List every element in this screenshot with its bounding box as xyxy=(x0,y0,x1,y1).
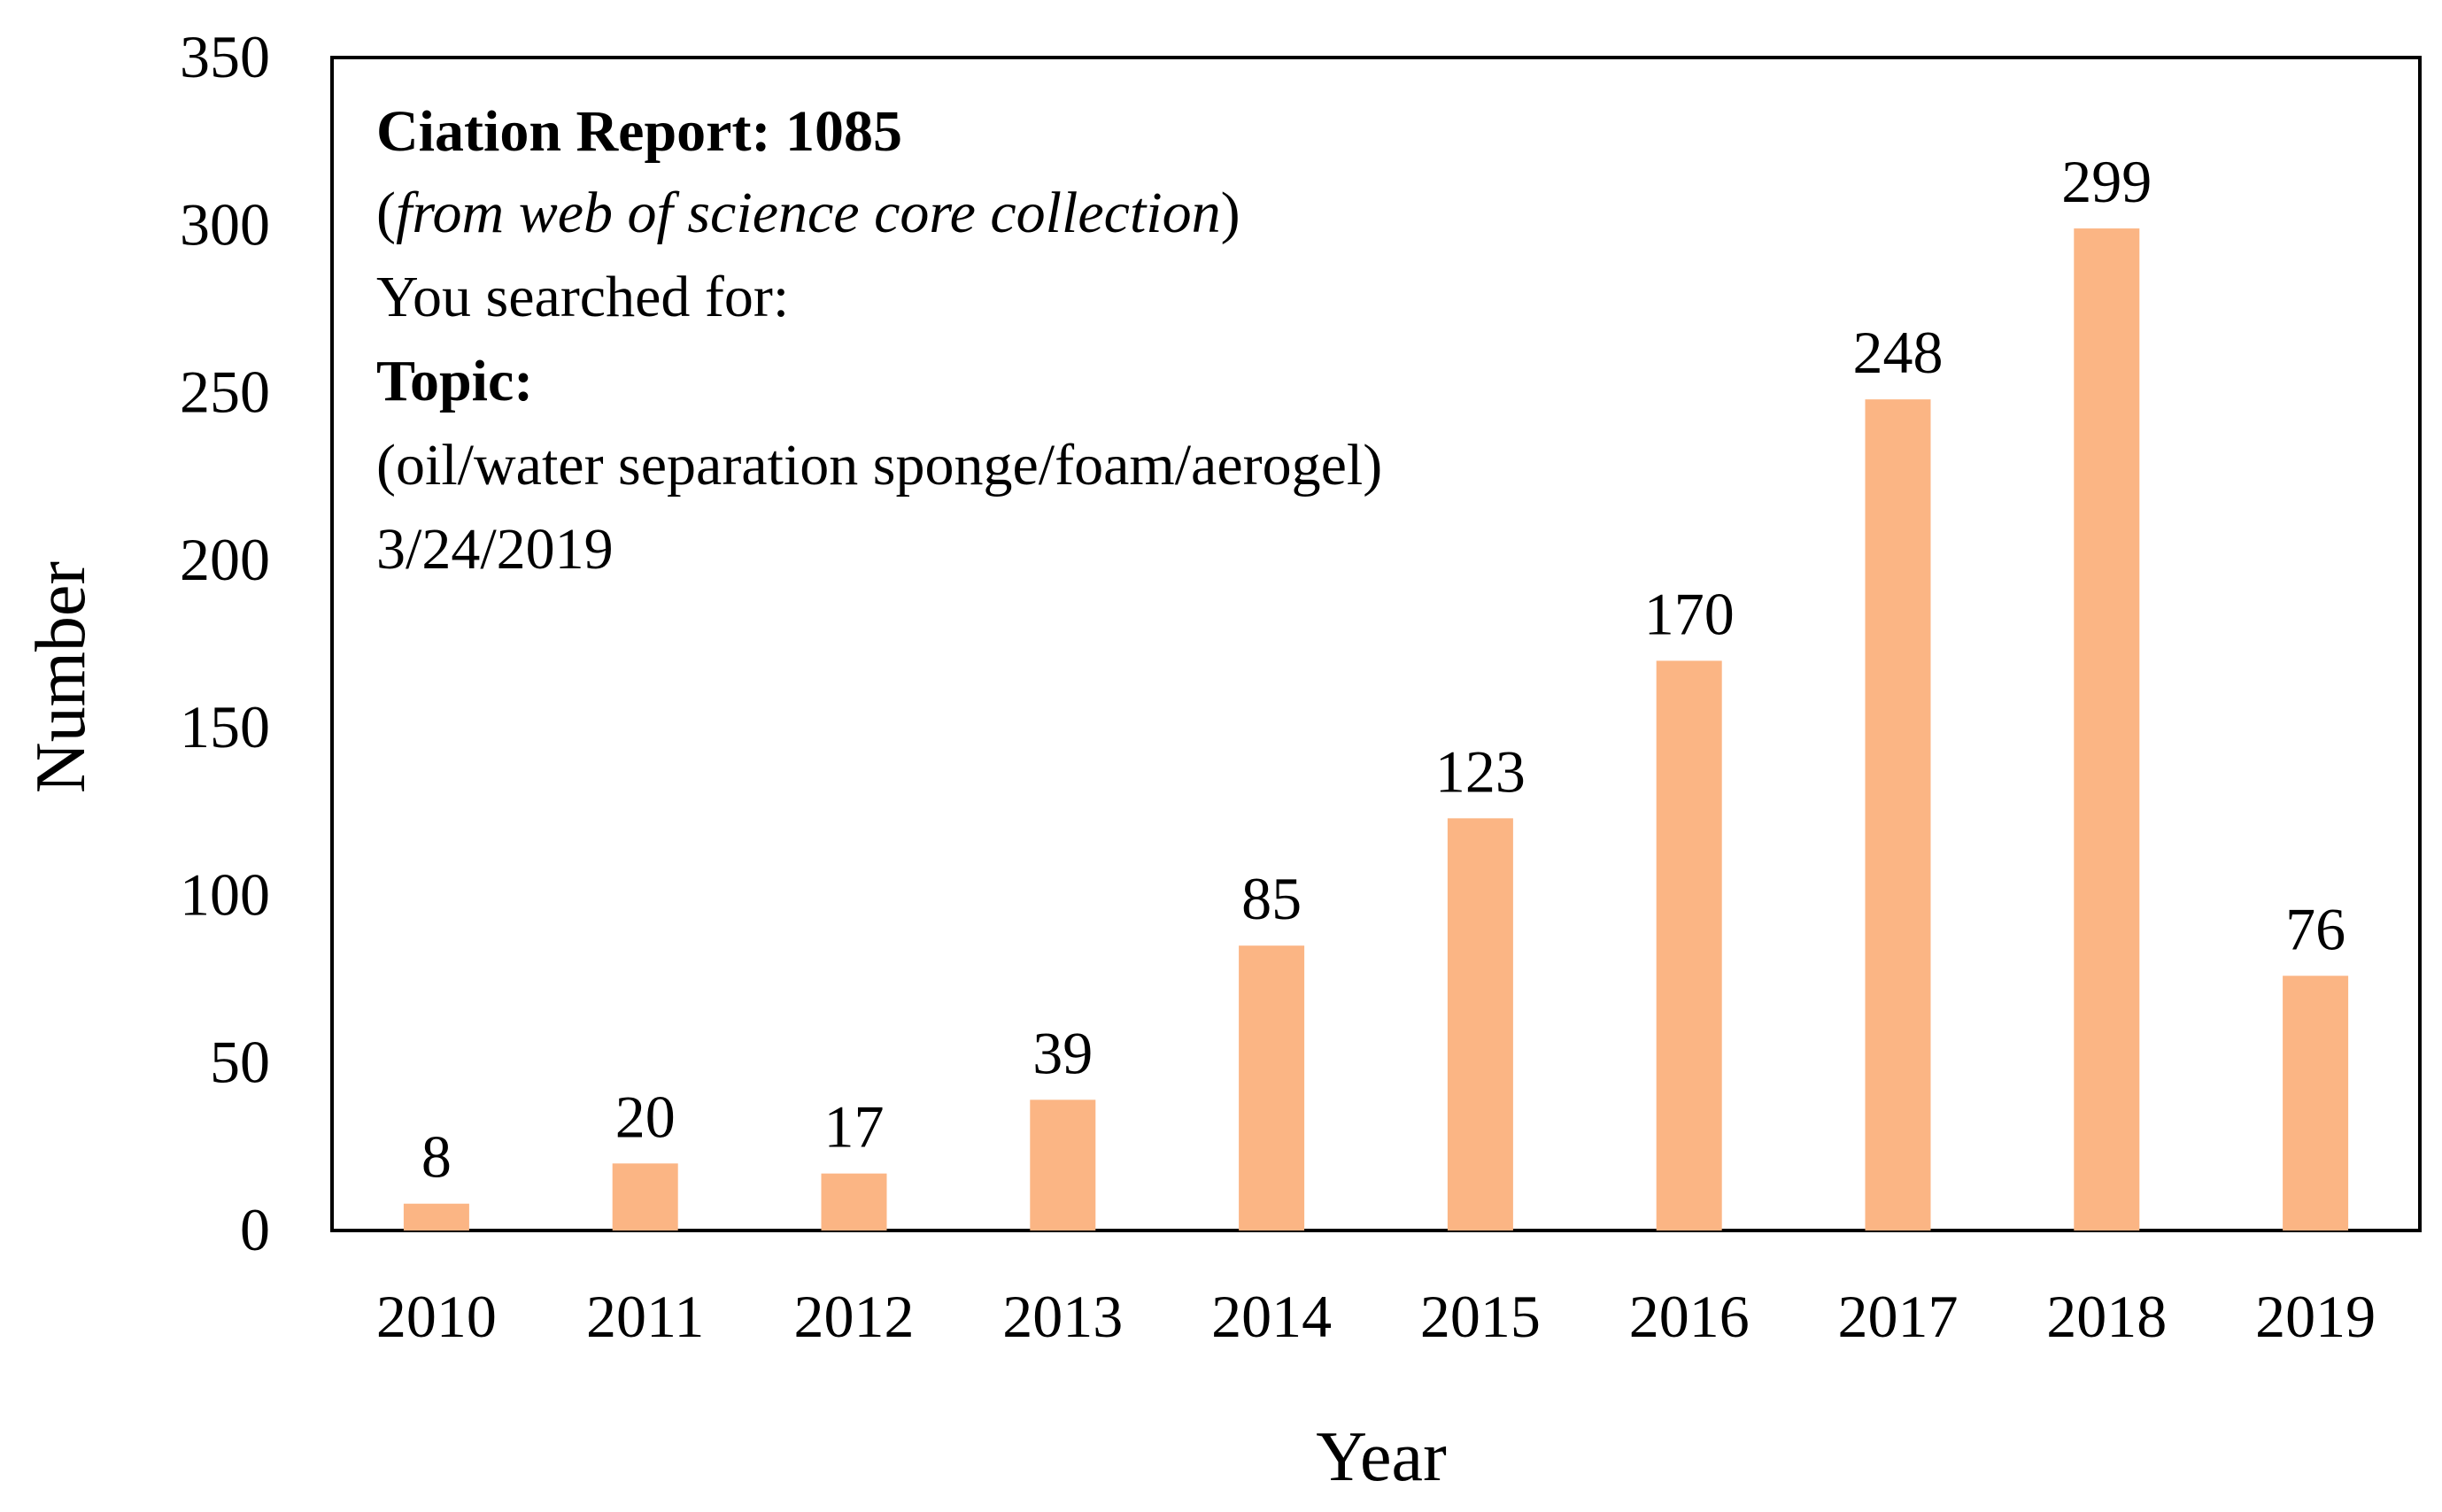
bar-2010 xyxy=(403,1203,469,1230)
x-tick-label-2015: 2015 xyxy=(1420,1283,1541,1350)
bar-value-label-2018: 299 xyxy=(2061,148,2152,215)
bar-series xyxy=(403,228,2349,1231)
bar-2017 xyxy=(1865,399,1931,1231)
bar-value-labels: 8 20 17 39 85 123 170 248 299 76 xyxy=(421,148,2345,1191)
bar-2013 xyxy=(1030,1099,1096,1230)
y-axis-title: Number xyxy=(22,561,100,793)
x-tick-label-2018: 2018 xyxy=(2046,1283,2167,1350)
annotation-searched-for: You searched for: xyxy=(376,265,789,329)
annotation-title-value: 1085 xyxy=(785,99,902,164)
x-axis-ticks: 2010 2011 2012 2013 2014 2015 2016 2017 2018 2019 xyxy=(376,1283,2376,1350)
x-tick-label-2016: 2016 xyxy=(1629,1283,1750,1350)
bar-value-label-2013: 39 xyxy=(1032,1019,1093,1086)
x-tick-label-2011: 2011 xyxy=(586,1283,704,1350)
bar-2014 xyxy=(1239,945,1305,1230)
y-tick-label: 150 xyxy=(180,693,270,760)
annotation-topic-value: (oil/water separation sponge/foam/aeroge… xyxy=(376,433,1382,498)
y-tick-label: 100 xyxy=(180,860,270,928)
x-tick-label-2017: 2017 xyxy=(1838,1283,1959,1350)
y-tick-label: 50 xyxy=(210,1029,270,1096)
bar-value-label-2014: 85 xyxy=(1241,865,1302,932)
annotation-topic-label: Topic: xyxy=(376,349,533,413)
bar-2011 xyxy=(612,1163,678,1230)
bar-value-label-2015: 123 xyxy=(1435,737,1526,805)
annotation-title: Ciation Report: 1085 xyxy=(376,99,902,164)
bar-2012 xyxy=(821,1173,887,1230)
y-tick-label: 250 xyxy=(180,359,270,426)
x-tick-label-2019: 2019 xyxy=(2255,1283,2376,1350)
annotation-source-text: from web of science core collection xyxy=(396,181,1221,245)
y-tick-label: 0 xyxy=(240,1196,270,1263)
x-axis-title: Year xyxy=(1316,1418,1446,1496)
y-tick-label: 300 xyxy=(180,190,270,258)
bar-2016 xyxy=(1656,660,1722,1230)
bar-2019 xyxy=(2283,976,2349,1230)
y-tick-label: 350 xyxy=(180,23,270,90)
bar-value-label-2012: 17 xyxy=(824,1093,885,1161)
bar-2018 xyxy=(2074,228,2140,1231)
x-tick-label-2013: 2013 xyxy=(1002,1283,1123,1350)
annotation-source-open: ( xyxy=(376,181,396,245)
x-tick-label-2010: 2010 xyxy=(376,1283,497,1350)
annotation-source: (from web of science core collection) xyxy=(376,181,1240,245)
bar-value-label-2011: 20 xyxy=(615,1083,676,1150)
annotation-date: 3/24/2019 xyxy=(376,517,614,582)
bar-value-label-2017: 248 xyxy=(1853,319,1944,386)
bar-2015 xyxy=(1447,818,1513,1230)
citation-annotation: Ciation Report: 1085 (from web of scienc… xyxy=(376,99,1382,582)
plot-area-frame xyxy=(330,56,2422,1232)
bar-value-label-2010: 8 xyxy=(421,1123,452,1191)
annotation-title-prefix: Ciation Report: xyxy=(376,99,785,164)
annotation-source-close: ) xyxy=(1221,181,1240,245)
bar-value-label-2019: 76 xyxy=(2285,895,2345,962)
y-tick-label: 200 xyxy=(180,526,270,593)
x-tick-label-2014: 2014 xyxy=(1211,1283,1332,1350)
bar-value-label-2016: 170 xyxy=(1644,580,1735,647)
x-tick-label-2012: 2012 xyxy=(794,1283,915,1350)
y-axis-ticks: 0 50 100 150 200 250 300 350 xyxy=(180,23,270,1263)
